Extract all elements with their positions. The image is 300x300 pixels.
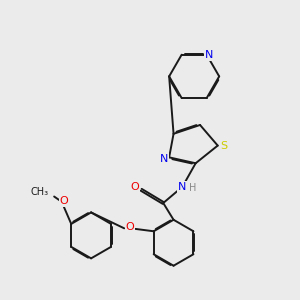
Text: N: N: [205, 50, 213, 60]
Text: N: N: [178, 182, 187, 192]
Text: O: O: [130, 182, 139, 192]
Text: S: S: [220, 141, 228, 151]
Text: O: O: [126, 222, 134, 232]
Text: O: O: [59, 196, 68, 206]
Text: H: H: [189, 183, 196, 193]
Text: N: N: [160, 154, 168, 164]
Text: CH₃: CH₃: [30, 187, 49, 197]
